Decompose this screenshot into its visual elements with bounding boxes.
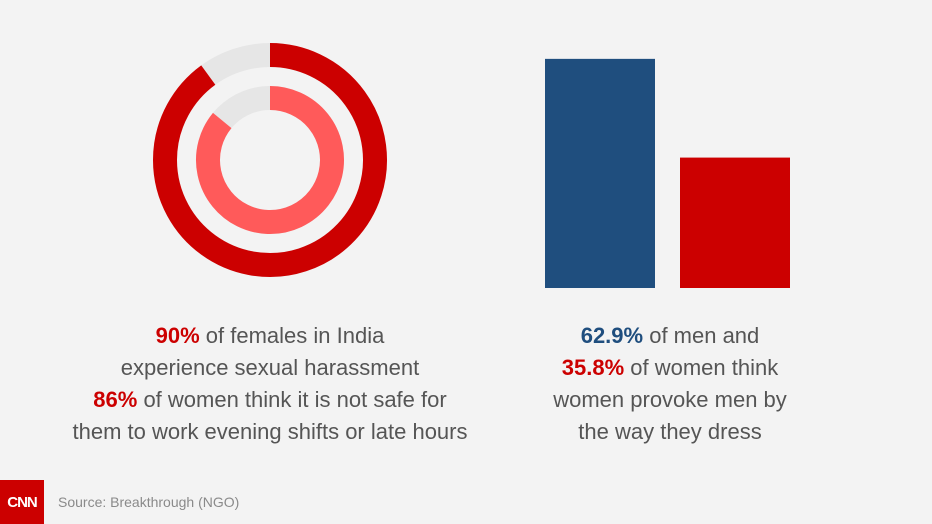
caption-line: 90% of females in India (30, 320, 510, 352)
caption-line: them to work evening shifts or late hour… (72, 419, 468, 444)
caption-text: of men and (643, 323, 760, 348)
stat-90-percent: 90% (155, 323, 200, 348)
caption-provoke-dress: 62.9% of men and 35.8% of women think wo… (500, 320, 840, 448)
caption-line: women provoke men by (553, 387, 787, 412)
caption-text: of women think (624, 355, 779, 380)
outer-ring-arc (153, 43, 387, 277)
source-note: Source: Breakthrough (NGO) (58, 494, 240, 510)
stat-86-percent: 86% (93, 387, 138, 412)
bar-chart (545, 58, 790, 288)
caption-line: 86% of women think it is not safe for (30, 384, 510, 416)
caption-line: 62.9% of men and (500, 320, 840, 352)
inner-ring-arc (196, 86, 344, 234)
caption-line: the way they dress (578, 419, 762, 444)
stat-62-9-percent: 62.9% (580, 323, 644, 348)
stat-35-8-percent: 35.8% (561, 355, 625, 380)
caption-text: of women think it is not safe for (137, 387, 447, 412)
bar-men (545, 58, 655, 288)
donut-chart (153, 43, 387, 277)
caption-line: experience sexual harassment (120, 355, 420, 380)
caption-line: 35.8% of women think (500, 352, 840, 384)
caption-females-harassment: 90% of females in India experience sexua… (30, 320, 510, 448)
caption-text: of females in India (199, 323, 385, 348)
cnn-logo: CNN (0, 480, 44, 524)
bar-women (680, 157, 790, 288)
